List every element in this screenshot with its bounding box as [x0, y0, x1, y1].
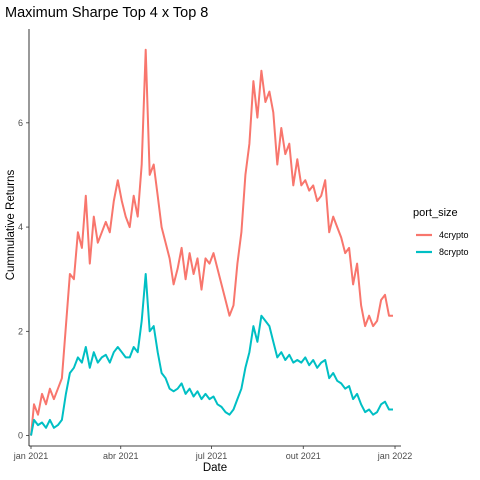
- y-axis-title: Cummulative Returns: [5, 169, 17, 280]
- x-ticks: jan 2021 abr 2021 jul 2021 out 2021 jan 2022: [13, 446, 413, 461]
- legend: port_size 4crypto 8crypto: [413, 207, 469, 257]
- legend-items: 4crypto 8crypto: [416, 230, 469, 257]
- legend-label-8crypto: 8crypto: [439, 247, 469, 257]
- series-line-8crypto: [30, 273, 393, 436]
- chart-title: Maximum Sharpe Top 4 x Top 8: [5, 5, 208, 21]
- x-tick-label: jul 2021: [195, 451, 228, 461]
- x-tick-label: out 2021: [286, 451, 321, 461]
- y-tick-label: 2: [18, 326, 23, 336]
- x-tick-label: abr 2021: [103, 451, 139, 461]
- y-tick-label: 0: [18, 431, 23, 441]
- y-ticks: 0 2 4 6: [18, 118, 29, 441]
- legend-label-4crypto: 4crypto: [439, 230, 469, 240]
- series-line-4crypto: [30, 48, 393, 436]
- x-tick-label: jan 2022: [377, 451, 413, 461]
- series-lines: [30, 48, 393, 436]
- y-tick-label: 4: [18, 222, 23, 232]
- legend-title: port_size: [413, 207, 458, 219]
- x-axis-title: Date: [203, 462, 227, 474]
- x-tick-label: jan 2021: [13, 451, 49, 461]
- y-tick-label: 6: [18, 118, 23, 128]
